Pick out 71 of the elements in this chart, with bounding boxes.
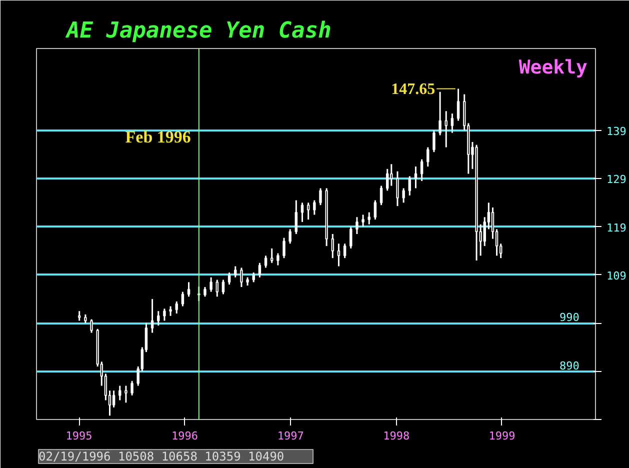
candlestick — [234, 266, 237, 278]
candlestick — [228, 272, 231, 286]
candlestick — [313, 200, 316, 216]
candlestick — [258, 262, 262, 278]
candlestick — [90, 318, 93, 334]
candlestick — [319, 187, 322, 206]
y-tick-label: 129 — [606, 173, 626, 186]
candlestick — [118, 385, 122, 401]
candlestick — [124, 385, 128, 404]
candlestick — [282, 237, 286, 259]
candlestick — [187, 281, 190, 298]
annotation: 147.65 — [391, 81, 436, 98]
candlestick — [408, 175, 412, 196]
candlestick — [362, 214, 364, 228]
candlestick — [374, 200, 377, 220]
candlestick — [169, 306, 172, 317]
candlestick — [356, 216, 358, 235]
candlestick — [456, 88, 460, 122]
y-tick-label: 109 — [606, 269, 626, 282]
candlestick — [252, 272, 255, 283]
candlestick — [276, 252, 280, 266]
x-tick-label: 1995 — [66, 430, 92, 442]
candlestick — [270, 248, 274, 264]
candlestick — [240, 266, 243, 288]
candlestick — [216, 279, 219, 298]
candlestick — [306, 202, 310, 220]
annotation: 890 — [560, 359, 580, 372]
candlestick — [264, 254, 268, 268]
candlestick — [157, 310, 160, 326]
chart-subtitle: Weekly — [518, 56, 588, 78]
candlestick — [444, 110, 448, 148]
candlestick — [414, 166, 418, 189]
candlestick — [210, 276, 212, 293]
candlestick — [390, 163, 393, 187]
candlestick — [386, 168, 389, 192]
ref-line-label: Feb 1996 — [125, 128, 191, 146]
x-tick-label: 1996 — [171, 430, 198, 442]
candlestick — [204, 286, 206, 298]
candlestick — [130, 380, 134, 396]
candlestick — [438, 91, 442, 136]
candlestick — [426, 146, 430, 168]
candlestick — [175, 300, 178, 314]
candlestick — [396, 170, 399, 207]
x-tick-label: 1998 — [383, 430, 410, 442]
y-tick-label: 139 — [606, 124, 626, 138]
candlestick — [450, 112, 454, 134]
candlestick — [380, 185, 383, 206]
candlestick — [112, 390, 116, 408]
candlestick — [432, 130, 436, 153]
candlestick — [368, 212, 370, 226]
candlestick — [483, 216, 486, 247]
x-tick-label: 1997 — [277, 430, 304, 442]
x-tick-label: 1999 — [488, 430, 516, 442]
candlestick — [288, 228, 292, 244]
text: 02/19/1996 10508 10658 10359 10490 — [38, 450, 284, 464]
candlestick — [331, 233, 334, 259]
candlestick — [337, 242, 340, 268]
candlestick — [181, 291, 184, 308]
candlestick — [163, 308, 166, 322]
candlestick — [300, 202, 304, 223]
candlestick — [343, 242, 346, 259]
y-tick-label: 119 — [606, 221, 626, 234]
candlestick — [78, 310, 81, 322]
candlestick — [294, 200, 298, 235]
candlestick — [150, 298, 154, 334]
candlestick — [222, 279, 225, 295]
annotation: 990 — [560, 311, 580, 324]
candlestick — [350, 226, 352, 250]
candlestick — [420, 158, 424, 182]
chart-title: AE Japanese Yen Cash — [64, 18, 332, 44]
candlestick — [402, 187, 405, 204]
